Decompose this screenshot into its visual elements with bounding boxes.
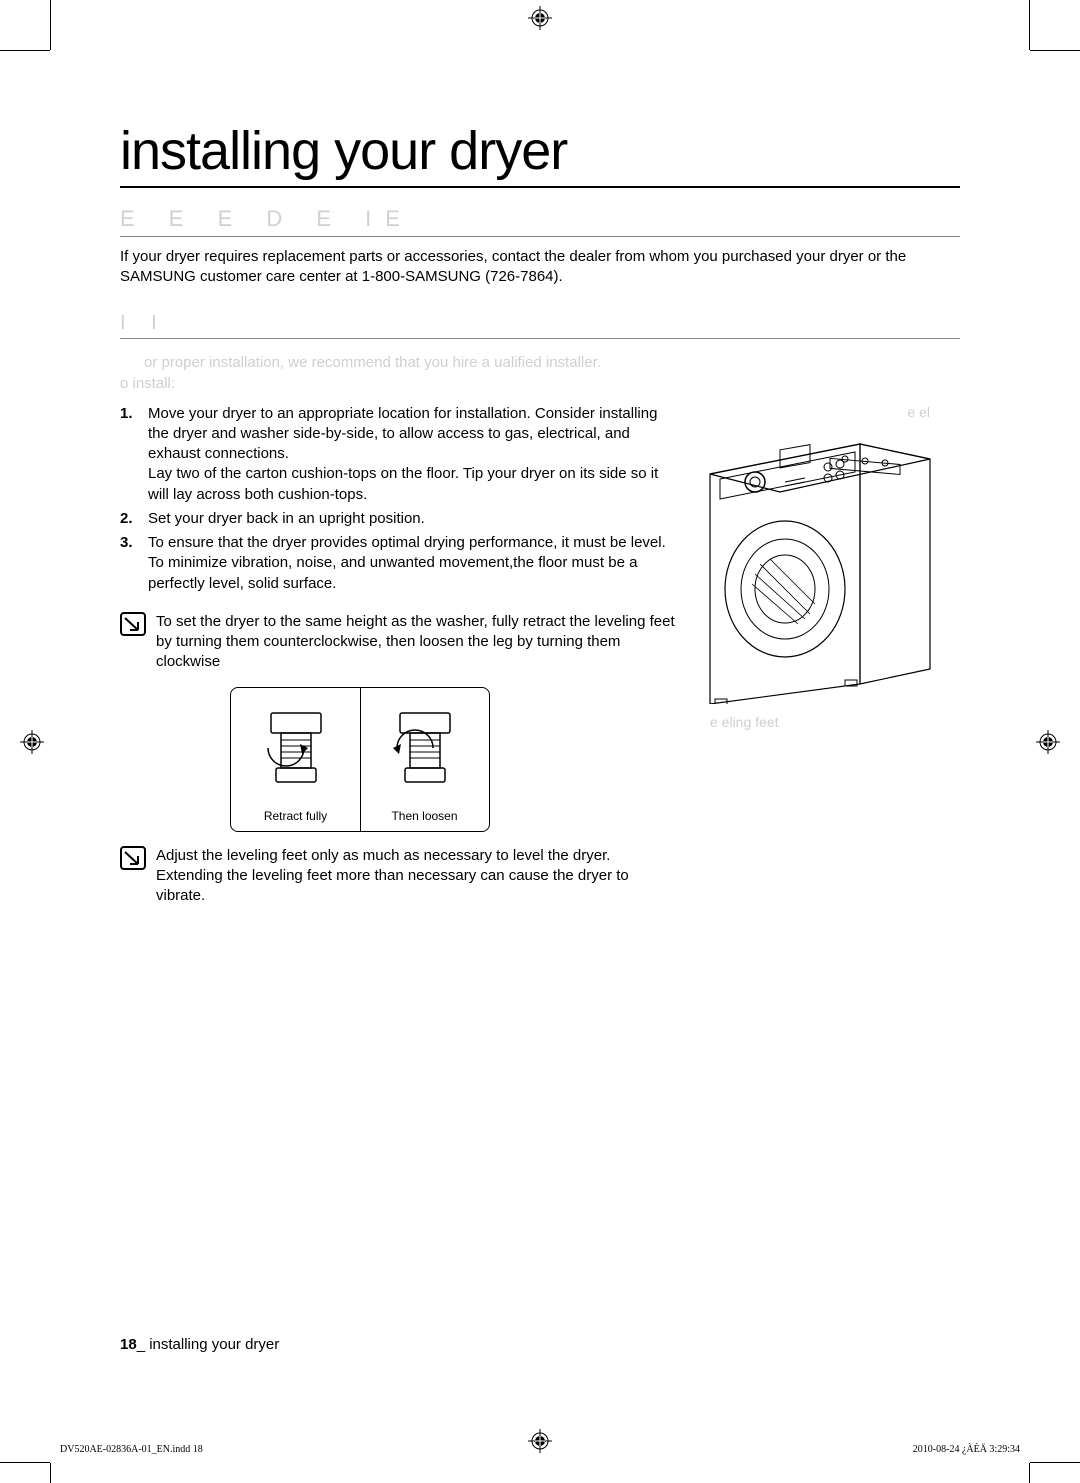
crop-mark	[50, 0, 51, 50]
diagram-right: Then loosen	[360, 688, 489, 831]
crop-mark	[1030, 1462, 1080, 1463]
note-icon	[120, 846, 146, 870]
crop-mark	[50, 1463, 51, 1483]
install-steps: Move your dryer to an appropriate locati…	[120, 404, 680, 594]
foot-retract-icon	[256, 708, 336, 803]
note-block-2: Adjust the leveling feet only as much as…	[120, 846, 680, 907]
leveling-feet-diagram: Retract fully Then loosen	[230, 687, 490, 832]
right-column: e el	[700, 404, 960, 907]
diagram-left-label: Retract fully	[264, 809, 327, 823]
print-file-name: DV520AE-02836A-01_EN.indd 18	[60, 1444, 203, 1455]
page-footer: 18_ installing your dryer	[120, 1336, 279, 1353]
section-heading: I I	[120, 312, 960, 339]
footer-text: installing your dryer	[149, 1336, 279, 1353]
left-column: Move your dryer to an appropriate locati…	[120, 404, 680, 907]
diagram-left: Retract fully	[231, 688, 360, 831]
page-title: installing your dryer	[120, 120, 960, 188]
footer-sep: _	[137, 1336, 145, 1353]
crop-mark	[1030, 50, 1080, 51]
registration-mark-icon	[20, 730, 44, 754]
dryer-label-top: e el	[907, 404, 930, 420]
dryer-illustration	[700, 414, 940, 704]
subheading: E E E D E IE	[120, 206, 960, 237]
print-timestamp: 2010-08-24 ¿ÀÈÄ 3:29:34	[913, 1444, 1020, 1455]
page-content: installing your dryer E E E D E IE If yo…	[50, 50, 1030, 1463]
recommend-text: or proper installation, we recommend tha…	[144, 353, 960, 373]
diagram-right-label: Then loosen	[391, 809, 457, 823]
step-item: Set your dryer back in an upright positi…	[148, 509, 680, 529]
registration-mark-icon	[1036, 730, 1060, 754]
foot-loosen-icon	[385, 708, 465, 803]
print-footer: DV520AE-02836A-01_EN.indd 18 2010-08-24 …	[60, 1444, 1020, 1455]
crop-mark	[0, 1462, 50, 1463]
recommend-text-2: o install:	[120, 374, 960, 394]
dryer-label-bottom: e eling feet	[710, 714, 779, 730]
step-item: Move your dryer to an appropriate locati…	[148, 404, 680, 505]
note-text: To set the dryer to the same height as t…	[156, 612, 680, 673]
note-icon	[120, 612, 146, 636]
intro-paragraph: If your dryer requires replacement parts…	[120, 247, 960, 288]
content-row: Move your dryer to an appropriate locati…	[120, 404, 960, 907]
crop-mark	[1029, 0, 1030, 50]
crop-mark	[0, 50, 50, 51]
note-block: To set the dryer to the same height as t…	[120, 612, 680, 673]
crop-mark	[1029, 1463, 1030, 1483]
note-text-2: Adjust the leveling feet only as much as…	[156, 846, 680, 907]
step-item: To ensure that the dryer provides optima…	[148, 533, 680, 594]
page-number: 18	[120, 1336, 137, 1353]
registration-mark-icon	[528, 6, 552, 30]
